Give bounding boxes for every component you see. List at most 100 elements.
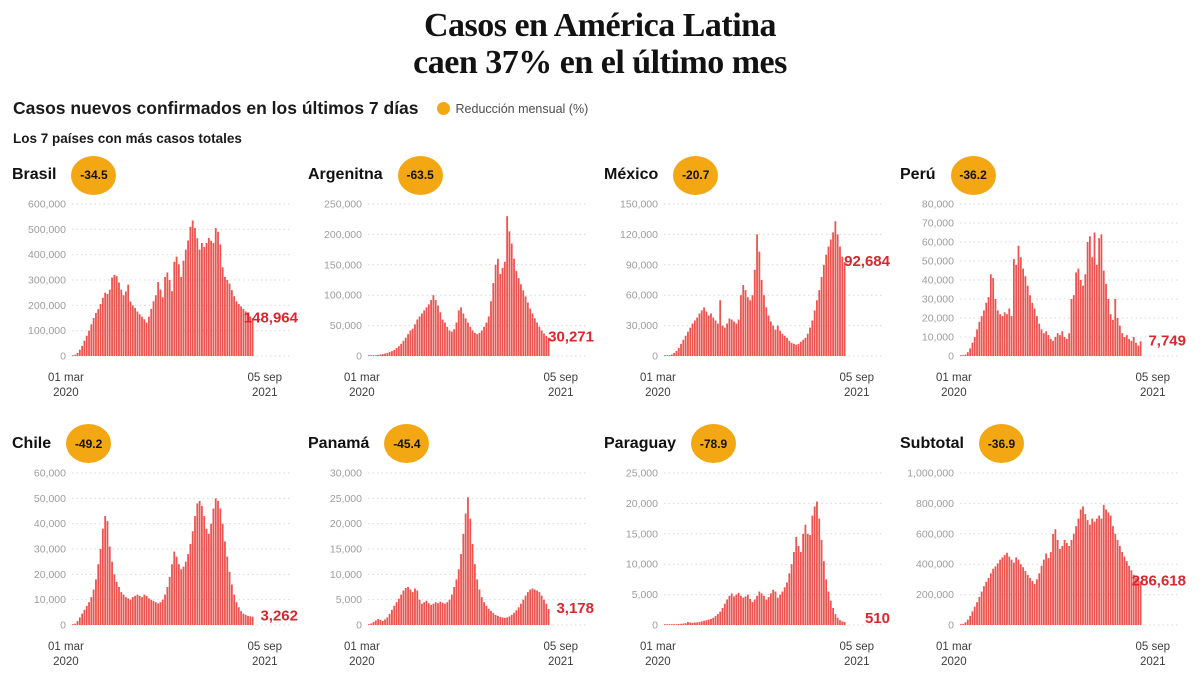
- bar: [538, 326, 541, 357]
- bar: [1047, 558, 1050, 625]
- reduction-badge: -36.2: [950, 155, 996, 195]
- bar: [464, 513, 467, 625]
- bar: [189, 226, 192, 357]
- bar: [1132, 574, 1135, 625]
- bar: [402, 590, 405, 625]
- bar: [122, 295, 125, 357]
- bar: [677, 623, 680, 625]
- bar: [154, 295, 157, 357]
- bar: [696, 317, 699, 357]
- bar: [790, 564, 793, 625]
- y-tick-label: 0: [60, 351, 66, 363]
- bar: [404, 587, 407, 625]
- bar: [180, 569, 183, 625]
- bar: [444, 603, 446, 625]
- bar: [1139, 341, 1142, 357]
- reduction-badge: -78.9: [691, 424, 737, 464]
- bar: [816, 501, 818, 625]
- bar: [545, 603, 548, 625]
- bar: [115, 581, 118, 625]
- x-axis-end-label: 05 sep 2021: [247, 640, 282, 668]
- bar: [795, 344, 798, 357]
- bar: [370, 355, 373, 357]
- bar: [978, 321, 981, 357]
- bar: [1024, 276, 1027, 357]
- bar: [716, 614, 719, 625]
- bar: [171, 291, 173, 357]
- bar: [411, 592, 414, 625]
- bar: [97, 564, 100, 625]
- bar: [393, 350, 396, 357]
- bar: [374, 355, 377, 357]
- country-label: México: [604, 166, 659, 184]
- bar: [83, 609, 86, 625]
- bar: [520, 284, 522, 357]
- bar: [214, 228, 217, 357]
- y-tick-label: 25,000: [626, 467, 658, 479]
- y-tick-label: 400,000: [916, 559, 954, 571]
- bar: [384, 353, 386, 357]
- bar: [1098, 238, 1101, 357]
- bar: [786, 337, 788, 357]
- bar: [545, 336, 548, 357]
- bar: [182, 566, 185, 625]
- bar: [716, 323, 719, 357]
- bar: [467, 497, 469, 625]
- bar: [226, 556, 229, 625]
- bar: [1123, 556, 1126, 625]
- bar: [744, 596, 747, 625]
- bar: [1068, 333, 1071, 357]
- bar: [377, 355, 380, 357]
- bar: [742, 597, 745, 625]
- bar: [758, 591, 761, 625]
- title-line-1: Casos en América Latina: [423, 7, 777, 44]
- country-label: Paraguay: [604, 434, 677, 452]
- bar: [425, 600, 428, 625]
- bar: [1061, 545, 1064, 625]
- bar: [1068, 545, 1071, 625]
- bar: [467, 322, 469, 357]
- bar: [127, 598, 130, 625]
- bar: [446, 326, 449, 357]
- bar: [996, 310, 999, 357]
- bar: [72, 624, 74, 625]
- bar: [765, 307, 768, 357]
- bar: [1024, 571, 1027, 625]
- bar: [733, 321, 735, 357]
- y-tick-label: 0: [356, 619, 362, 631]
- bar: [1029, 295, 1031, 357]
- bar: [372, 621, 375, 625]
- bar: [1075, 272, 1077, 357]
- bar: [779, 594, 781, 625]
- bar: [987, 297, 990, 357]
- chart-card-paraguay: Paraguay -78.9 0 5,000 10,000 15,000 20,000 2…: [604, 423, 892, 670]
- bar: [1010, 559, 1013, 625]
- bar: [437, 305, 439, 357]
- y-tick-label: 50,000: [34, 493, 66, 505]
- bar-chart-peru: 0 10,000 20,000 30,000 40,000 50,000 60,000 70,…: [922, 199, 1186, 363]
- bar: [687, 621, 689, 625]
- bar: [1065, 338, 1068, 357]
- bar: [120, 592, 123, 625]
- y-tick-label: 120,000: [620, 229, 658, 241]
- subtitle-row: Casos nuevos confirmados en los últimos …: [0, 98, 1200, 119]
- bar: [966, 619, 969, 625]
- bar: [388, 613, 391, 625]
- bar: [164, 594, 166, 625]
- bar: [161, 599, 164, 625]
- reduction-badge: -45.4: [384, 424, 430, 464]
- bar: [971, 342, 974, 357]
- end-value-label: 286,618: [1132, 572, 1186, 589]
- bar: [182, 260, 185, 357]
- bar: [177, 264, 180, 357]
- bar: [689, 327, 692, 357]
- bar: [464, 318, 467, 357]
- y-tick-label: 40,000: [34, 518, 66, 530]
- bar: [138, 314, 141, 357]
- bar: [705, 620, 708, 625]
- y-tick-label: 250,000: [324, 199, 362, 211]
- bar: [733, 596, 735, 625]
- bar: [737, 592, 740, 625]
- bar: [841, 256, 844, 357]
- bar: [772, 325, 775, 357]
